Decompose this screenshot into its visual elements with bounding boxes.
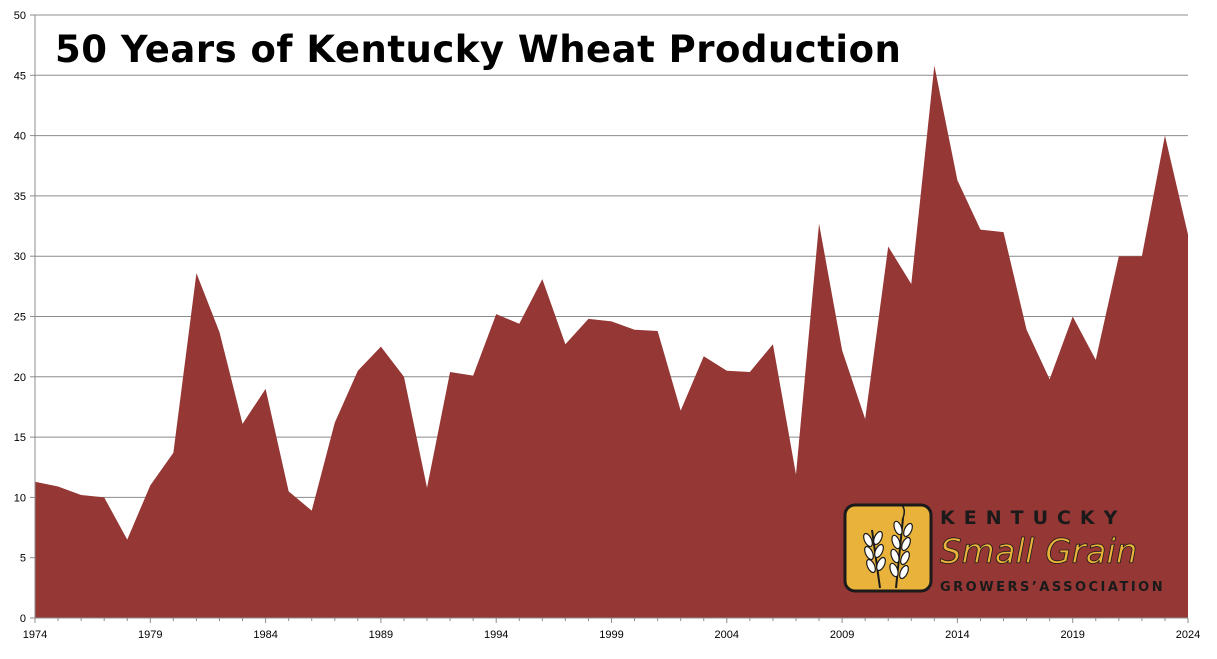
chart-title: 50 Years of Kentucky Wheat Production [55, 28, 901, 71]
y-tick-labels: 0 5 10 15 20 25 30 35 40 45 50 [14, 10, 26, 625]
x-tick-labels: 1974 1979 1984 1989 1994 1999 2004 2009 2014 2019… [23, 629, 1200, 641]
x-tick-label-2019: 2019 [1060, 629, 1084, 641]
kssga-logo: KENTUCKY Small Grain GROWERS’ASSOCIATION [843, 503, 1165, 595]
x-tick-label-1979: 1979 [138, 629, 162, 641]
axes [30, 14, 1189, 623]
x-tick-label-1994: 1994 [484, 629, 508, 641]
logo-line-kentucky: KENTUCKY [940, 507, 1126, 529]
area-series [35, 65, 1188, 619]
x-tick-label-1999: 1999 [599, 629, 623, 641]
y-tick-label-30: 30 [14, 251, 26, 263]
logo-badge [843, 503, 933, 593]
x-tick-label-1974: 1974 [23, 629, 47, 641]
y-tick-label-40: 40 [14, 131, 26, 143]
area-fill [35, 65, 1188, 619]
wheat-icon [863, 504, 913, 589]
logo-line-growers-association: GROWERS’ASSOCIATION [940, 580, 1165, 595]
y-tick-label-45: 45 [14, 70, 26, 82]
y-tick-label-10: 10 [14, 492, 26, 504]
x-tick-label-2009: 2009 [830, 629, 854, 641]
x-tick-label-2024: 2024 [1176, 629, 1200, 641]
y-tick-label-5: 5 [20, 553, 26, 565]
y-tick-label-15: 15 [14, 432, 26, 444]
logo-line-small-grain: Small Grain [940, 532, 1137, 572]
x-tick-label-1989: 1989 [369, 629, 393, 641]
y-tick-label-50: 50 [14, 10, 26, 22]
x-tick-label-2004: 2004 [715, 629, 739, 641]
y-tick-label-20: 20 [14, 372, 26, 384]
y-tick-label-25: 25 [14, 312, 26, 324]
y-tick-label-0: 0 [20, 613, 26, 625]
y-tick-label-35: 35 [14, 191, 26, 203]
x-tick-label-1984: 1984 [253, 629, 277, 641]
x-tick-label-2014: 2014 [945, 629, 969, 641]
